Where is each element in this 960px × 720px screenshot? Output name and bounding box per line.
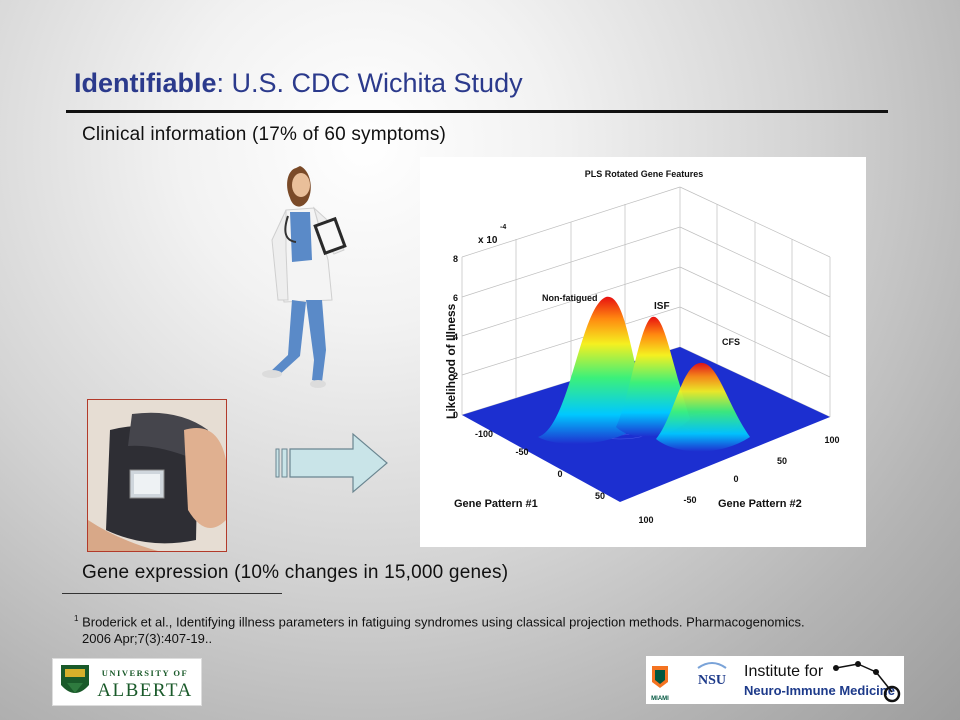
z-tick-label: 4 (453, 332, 458, 342)
chart-exponent-power: -4 (500, 224, 506, 231)
doctor-image (262, 166, 347, 388)
slide-title-bold: Identifiable (74, 68, 217, 98)
footnote: 1 Broderick et al., Identifying illness … (74, 610, 924, 647)
ua-logo-text-top: UNIVERSITY OF (102, 668, 189, 678)
right-arrow-icon (275, 432, 388, 494)
peak-non-fatigued (538, 296, 648, 444)
title-underline (66, 110, 888, 113)
peak-label: ISF (654, 301, 670, 312)
y-tick-label: -50 (683, 495, 696, 505)
institute-text-line1: Institute for (744, 663, 824, 680)
footnote-line1: Broderick et al., Identifying illness pa… (82, 614, 805, 630)
x-tick-label: 100 (638, 515, 653, 525)
x-tick-label: 50 (595, 491, 605, 501)
gene-expression-caption: Gene expression (10% changes in 15,000 g… (82, 562, 509, 583)
surface-chart: PLS Rotated Gene Features x 10 -4 0 2 4 … (420, 157, 866, 547)
y-tick-label: 100 (824, 435, 839, 445)
z-tick-label: 8 (453, 254, 458, 264)
nsu-logo-text: NSU (698, 673, 726, 688)
z-tick-label: 6 (453, 293, 458, 303)
peak-label: CFS (722, 337, 740, 347)
peak-label: Non-fatigued (542, 293, 598, 303)
chart-title: PLS Rotated Gene Features (585, 169, 704, 179)
y-tick-label: 50 (777, 456, 787, 466)
clinical-info-caption: Clinical information (17% of 60 symptoms… (82, 124, 447, 145)
university-of-alberta-logo: UNIVERSITY OF ALBERTA (52, 658, 202, 706)
x-tick-label: 0 (557, 469, 562, 479)
chart-exponent: x 10 (478, 235, 498, 246)
x-tick-label: -50 (515, 447, 528, 457)
x-axis-label: Gene Pattern #1 (454, 498, 538, 510)
footnote-line2: 2006 Apr;7(3):407-19.. (82, 631, 213, 647)
y-axis-label: Gene Pattern #2 (718, 498, 802, 510)
peak-isf (616, 316, 690, 437)
z-axis-label: Likelihood of Illness (444, 303, 458, 419)
footnote-mark: 1 (74, 614, 79, 623)
ua-logo-text-main: ALBERTA (97, 680, 192, 701)
z-tick-label: 0 (453, 410, 458, 420)
slide-title: Identifiable: U.S. CDC Wichita Study (74, 68, 523, 99)
footnote-divider (62, 593, 282, 594)
miami-logo-text: MIAMI (651, 696, 669, 702)
x-tick-label: -100 (475, 429, 493, 439)
institute-logo: MIAMI NSU Institute for Neuro-Immune Med… (646, 656, 904, 704)
slide-title-rest: : U.S. CDC Wichita Study (216, 68, 523, 98)
institute-text-line2: Neuro-Immune Medicine (744, 683, 895, 698)
gene-chip-photo (87, 399, 227, 552)
z-tick-label: 2 (453, 371, 458, 381)
y-tick-label: 0 (733, 474, 738, 484)
peak-cfs (656, 362, 750, 452)
